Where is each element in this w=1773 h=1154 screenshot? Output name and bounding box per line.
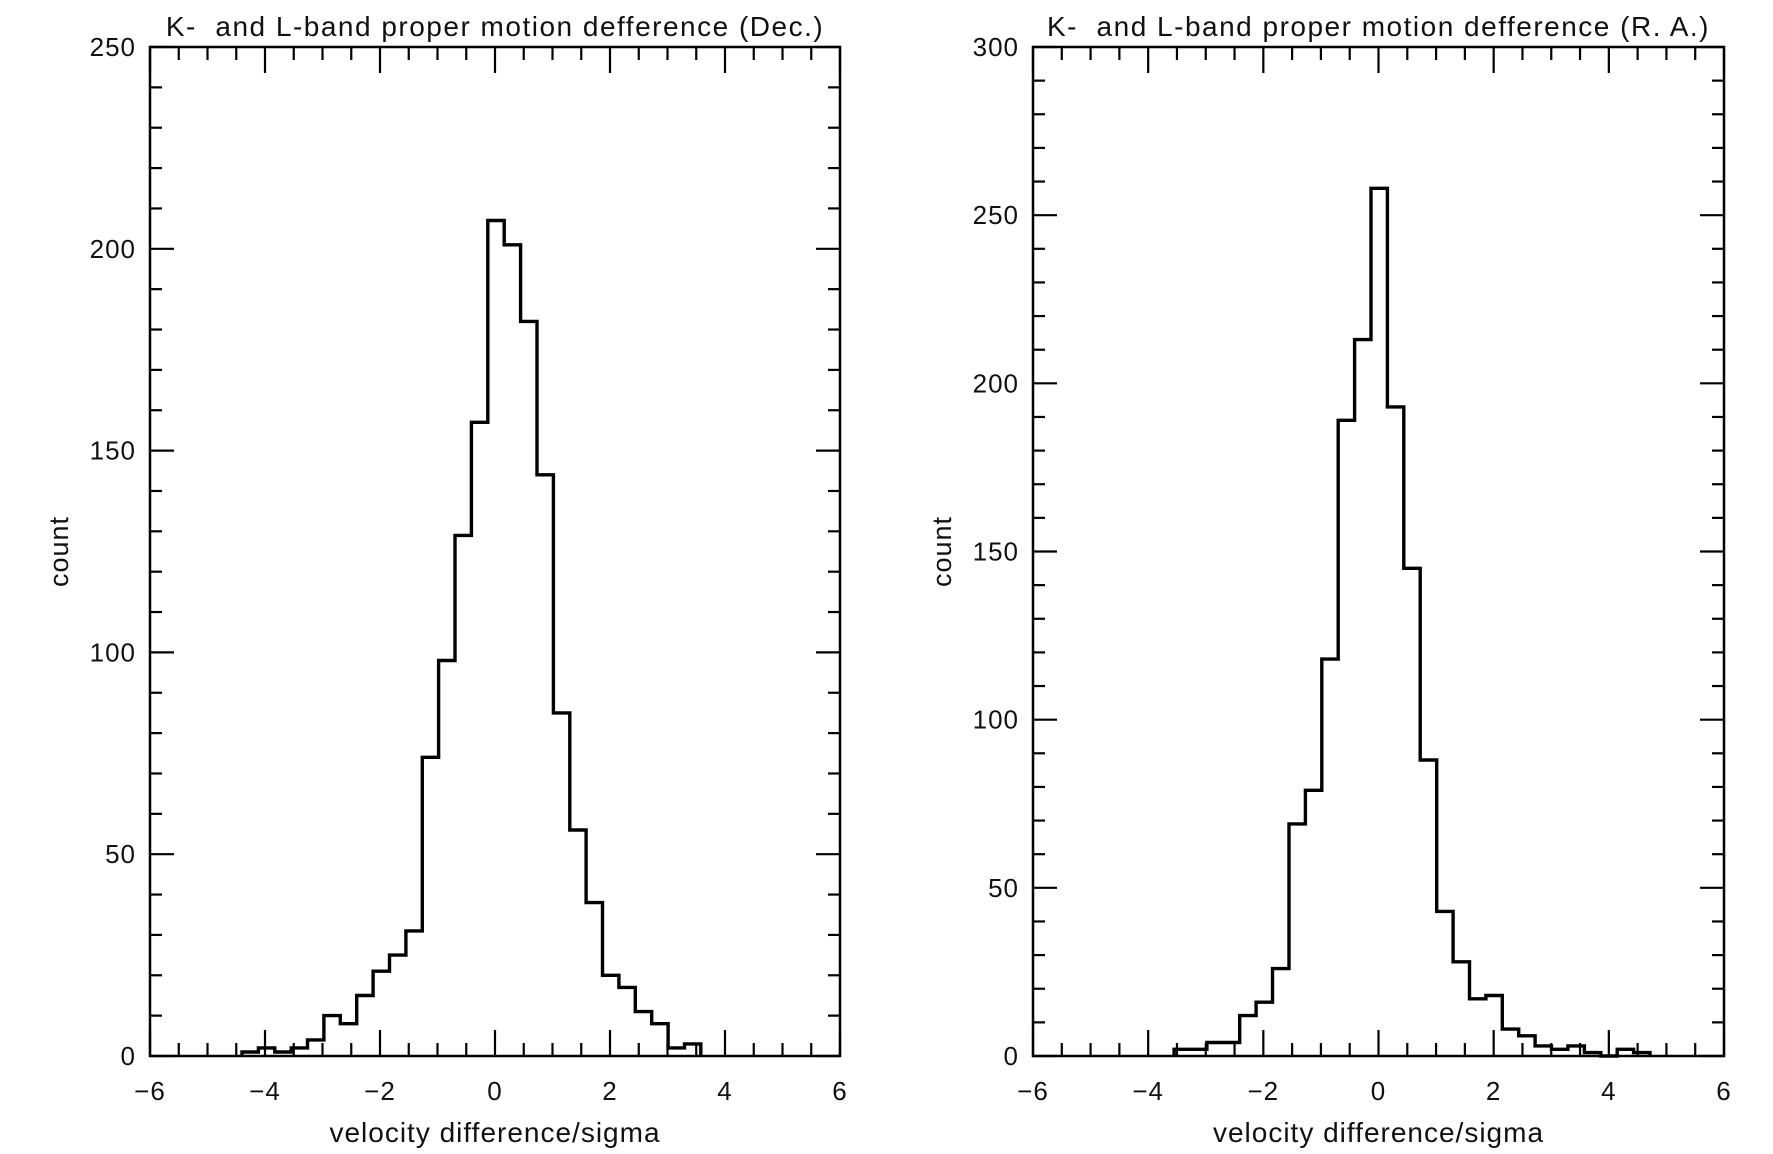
left-y-tick-label: 50: [105, 839, 136, 869]
right-axes-frame: [1031, 45, 1726, 1058]
right-y-tick-label: 50: [988, 873, 1019, 903]
left-y-tick-label: 250: [90, 32, 136, 62]
right-plot-ylabel: count: [927, 516, 957, 587]
left-plot-ticks: [148, 45, 842, 1058]
left-x-tick-label: −4: [249, 1076, 281, 1106]
left-y-tick-label: 0: [121, 1041, 136, 1071]
right-y-tick-label: 200: [973, 368, 1019, 398]
left-x-tick-label: 4: [717, 1076, 732, 1106]
right-x-tick-label: 6: [1716, 1076, 1731, 1106]
left-x-tick-label: −2: [364, 1076, 396, 1106]
right-plot-xlabel: velocity difference/sigma: [1213, 1117, 1544, 1148]
left-plot-tick-labels: −6 −4 −2 0 2 4 6 0 50 100 150 200 250: [90, 32, 847, 1106]
right-y-tick-label: 150: [973, 537, 1019, 567]
left-axes-frame: [148, 45, 842, 1058]
right-x-tick-label: 0: [1371, 1076, 1386, 1106]
right-x-tick-label: 2: [1486, 1076, 1501, 1106]
left-y-tick-label: 150: [90, 436, 136, 466]
right-x-tick-label: −4: [1132, 1076, 1164, 1106]
right-plot-title: K- and L-band proper motion defference (…: [1047, 11, 1710, 42]
right-plot: −6 −4 −2 0 2 4 6 0 50 100 150 200 250 300 K- and L-ba…: [927, 11, 1731, 1148]
right-y-tick-label: 0: [1004, 1041, 1019, 1071]
right-plot-tick-labels: −6 −4 −2 0 2 4 6 0 50 100 150 200 250 300: [973, 32, 1731, 1106]
left-plot-xlabel: velocity difference/sigma: [329, 1117, 660, 1148]
left-plot: −6 −4 −2 0 2 4 6 0 50 100 150 200 250 K- and L-band …: [44, 11, 847, 1148]
left-x-tick-label: 0: [487, 1076, 502, 1106]
left-plot-ylabel: count: [44, 516, 74, 587]
right-histogram-outline: [1172, 186, 1652, 1058]
right-x-tick-label: −2: [1248, 1076, 1280, 1106]
left-x-tick-label: −6: [134, 1076, 166, 1106]
right-y-tick-label: 300: [973, 32, 1019, 62]
left-plot-title: K- and L-band proper motion defference (…: [166, 11, 824, 42]
left-y-tick-label: 100: [90, 637, 136, 667]
left-histogram-outline: [240, 218, 703, 1056]
left-y-tick-label: 200: [90, 234, 136, 264]
right-plot-frame: [1031, 45, 1726, 1058]
left-plot-frame: [148, 45, 842, 1058]
left-x-tick-label: 2: [602, 1076, 617, 1106]
right-y-tick-label: 250: [973, 200, 1019, 230]
left-x-tick-label: 6: [832, 1076, 847, 1106]
right-x-tick-label: −6: [1017, 1076, 1049, 1106]
right-x-tick-label: 4: [1601, 1076, 1616, 1106]
right-plot-ticks: [1031, 45, 1726, 1058]
right-y-tick-label: 100: [973, 705, 1019, 735]
